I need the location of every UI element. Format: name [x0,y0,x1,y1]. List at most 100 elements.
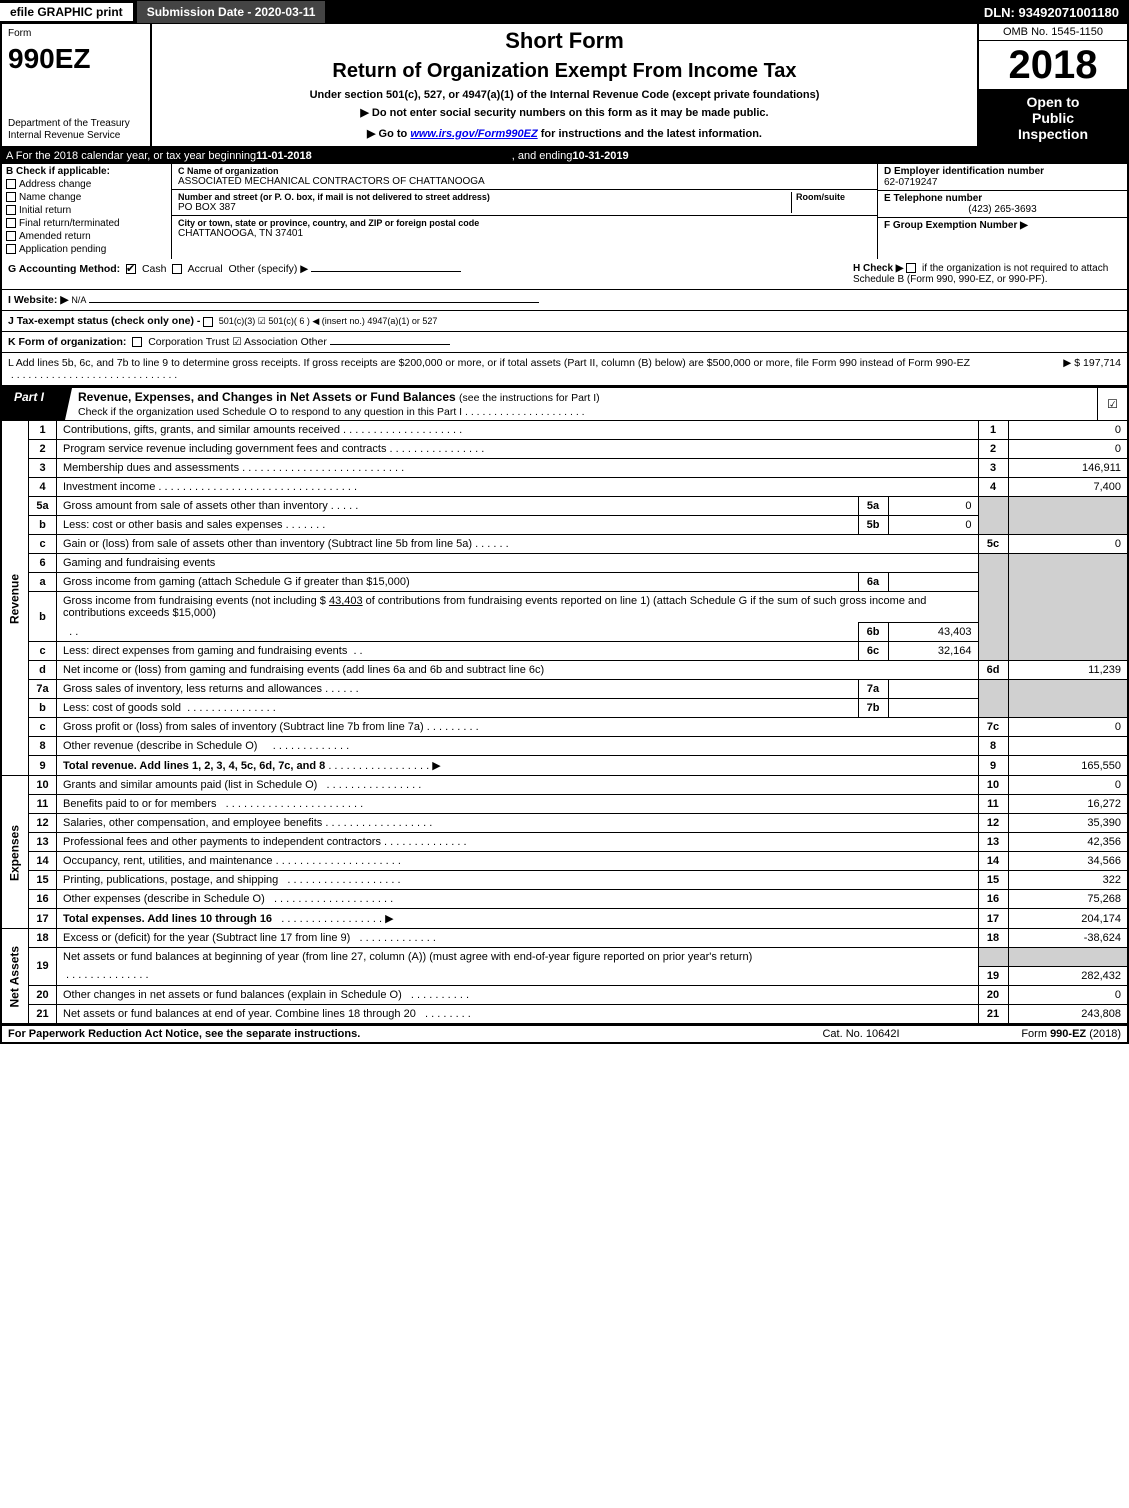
chk-schedule-b[interactable] [906,263,916,273]
line-19: . . . . . . . . . . . . . .19282,432 [1,966,1128,985]
period-end: 10-31-2019 [572,150,628,162]
line-19-amount: 282,432 [1008,966,1128,985]
line-14: 14Occupancy, rent, utilities, and mainte… [1,852,1128,871]
g-label: G Accounting Method: [8,263,120,275]
dln-number: DLN: 93492071001180 [984,5,1129,20]
header-left: Form 990EZ Department of the Treasury In… [2,24,152,146]
street-value: PO BOX 387 [178,202,791,213]
l-amount: ▶ $ 197,714 [1021,357,1121,381]
line-3-amount: 146,911 [1008,459,1128,478]
org-form-opts: Corporation Trust ☑ Association Other [148,336,327,348]
line-3: 3Membership dues and assessments . . . .… [1,459,1128,478]
line-8: 8Other revenue (describe in Schedule O) … [1,737,1128,756]
website-value: N/A [71,295,86,305]
chk-application-pending[interactable]: Application pending [6,244,167,255]
line-17: 17Total expenses. Add lines 10 through 1… [1,909,1128,929]
line-12-amount: 35,390 [1008,814,1128,833]
city-label: City or town, state or province, country… [178,218,871,228]
irs-label: Internal Revenue Service [8,130,144,142]
line-6: 6Gaming and fundraising events [1,554,1128,573]
line-5b: bLess: cost or other basis and sales exp… [1,516,1128,535]
street-label: Number and street (or P. O. box, if mail… [178,192,791,202]
line-11: 11Benefits paid to or for members . . . … [1,795,1128,814]
tax-period-row: A For the 2018 calendar year, or tax yea… [0,148,1129,164]
line-9-amount: 165,550 [1008,756,1128,776]
line-18: Net Assets 18Excess or (deficit) for the… [1,929,1128,948]
open-line-1: Open to [979,94,1127,110]
line-5a: 5aGross amount from sale of assets other… [1,497,1128,516]
revenue-label: Revenue [1,421,29,776]
chk-initial-return[interactable]: Initial return [6,205,167,216]
line-2: 2Program service revenue including gover… [1,440,1128,459]
line-1-amount: 0 [1008,421,1128,440]
line-12: 12Salaries, other compensation, and empl… [1,814,1128,833]
line-6c: cLess: direct expenses from gaming and f… [1,642,1128,661]
ein-value: 62-0719247 [884,177,1121,188]
address-row: Number and street (or P. O. box, if mail… [172,190,877,216]
line-6a-val [888,573,978,592]
part1-header: Part I Revenue, Expenses, and Changes in… [0,386,1129,420]
line-2-amount: 0 [1008,440,1128,459]
form-label: Form [8,28,144,39]
tax-exempt-opts: 501(c)(3) ☑ 501(c)( 6 ) ◀ (insert no.) 4… [219,316,438,326]
part1-tab: Part I [2,388,72,420]
chk-address-change[interactable]: Address change [6,179,167,190]
part1-check[interactable]: ☑ [1097,388,1127,420]
chk-amended-return[interactable]: Amended return [6,231,167,242]
g-row: G Accounting Method: Cash Accrual Other … [0,259,1129,290]
part1-table: Revenue 1Contributions, gifts, grants, a… [0,420,1129,1024]
line-18-amount: -38,624 [1008,929,1128,948]
line-10: Expenses 10Grants and similar amounts pa… [1,776,1128,795]
short-form-title: Short Form [160,28,969,54]
org-name-label: C Name of organization [178,166,871,176]
line-13-amount: 42,356 [1008,833,1128,852]
line-1: Revenue 1Contributions, gifts, grants, a… [1,421,1128,440]
instruction-2: ▶ Go to www.irs.gov/Form990EZ for instru… [160,127,969,140]
city-value: CHATTANOOGA, TN 37401 [178,228,871,239]
line-5c-amount: 0 [1008,535,1128,554]
line-7b-val [888,699,978,718]
line-5a-val: 0 [888,497,978,516]
room-label: Room/suite [796,192,871,202]
top-bar: efile GRAPHIC print Submission Date - 20… [0,0,1129,24]
inspection-notice: Open to Public Inspection [979,90,1127,146]
expenses-label: Expenses [1,776,29,929]
l-row: L Add lines 5b, 6c, and 7b to line 9 to … [0,353,1129,386]
part1-sub: Check if the organization used Schedule … [78,406,585,418]
line-7b: bLess: cost of goods sold . . . . . . . … [1,699,1128,718]
line-5c: cGain or (loss) from sale of assets othe… [1,535,1128,554]
part1-title: Revenue, Expenses, and Changes in Net As… [72,388,1097,420]
ein-label: D Employer identification number [884,166,1121,177]
chk-name-change[interactable]: Name change [6,192,167,203]
line-20: 20Other changes in net assets or fund ba… [1,985,1128,1004]
line-19-desc: 19Net assets or fund balances at beginni… [1,948,1128,967]
line-20-amount: 0 [1008,985,1128,1004]
line-9: 9Total revenue. Add lines 1, 2, 3, 4, 5c… [1,756,1128,776]
netassets-label: Net Assets [1,929,29,1024]
line-21-amount: 243,808 [1008,1004,1128,1023]
header-right: OMB No. 1545-1150 2018 Open to Public In… [977,24,1127,146]
subtitle: Under section 501(c), 527, or 4947(a)(1)… [160,89,969,101]
period-begin: 11-01-2018 [256,150,312,162]
period-a-pre: A For the 2018 calendar year, or tax yea… [6,150,256,162]
line-17-amount: 204,174 [1008,909,1128,929]
line-10-amount: 0 [1008,776,1128,795]
footer-paperwork: For Paperwork Reduction Act Notice, see … [8,1028,761,1040]
open-line-2: Public [979,110,1127,126]
group-exemption-row: F Group Exemption Number ▶ [878,218,1127,233]
period-mid: , and ending [512,150,573,162]
line-5b-val: 0 [888,516,978,535]
i-row: I Website: ▶ N/A [0,290,1129,311]
chk-accrual[interactable] [172,264,182,274]
main-title: Return of Organization Exempt From Incom… [160,60,969,83]
org-name-row: C Name of organization ASSOCIATED MECHAN… [172,164,877,190]
chk-501c3[interactable] [203,317,213,327]
footer: For Paperwork Reduction Act Notice, see … [0,1024,1129,1044]
efile-link[interactable]: efile GRAPHIC print [0,3,133,21]
chk-final-return[interactable]: Final return/terminated [6,218,167,229]
irs-link[interactable]: www.irs.gov/Form990EZ [410,128,537,140]
city-row: City or town, state or province, country… [172,216,877,241]
chk-cash[interactable] [126,264,136,274]
chk-corporation[interactable] [132,337,142,347]
j-row: J Tax-exempt status (check only one) - 5… [0,311,1129,332]
